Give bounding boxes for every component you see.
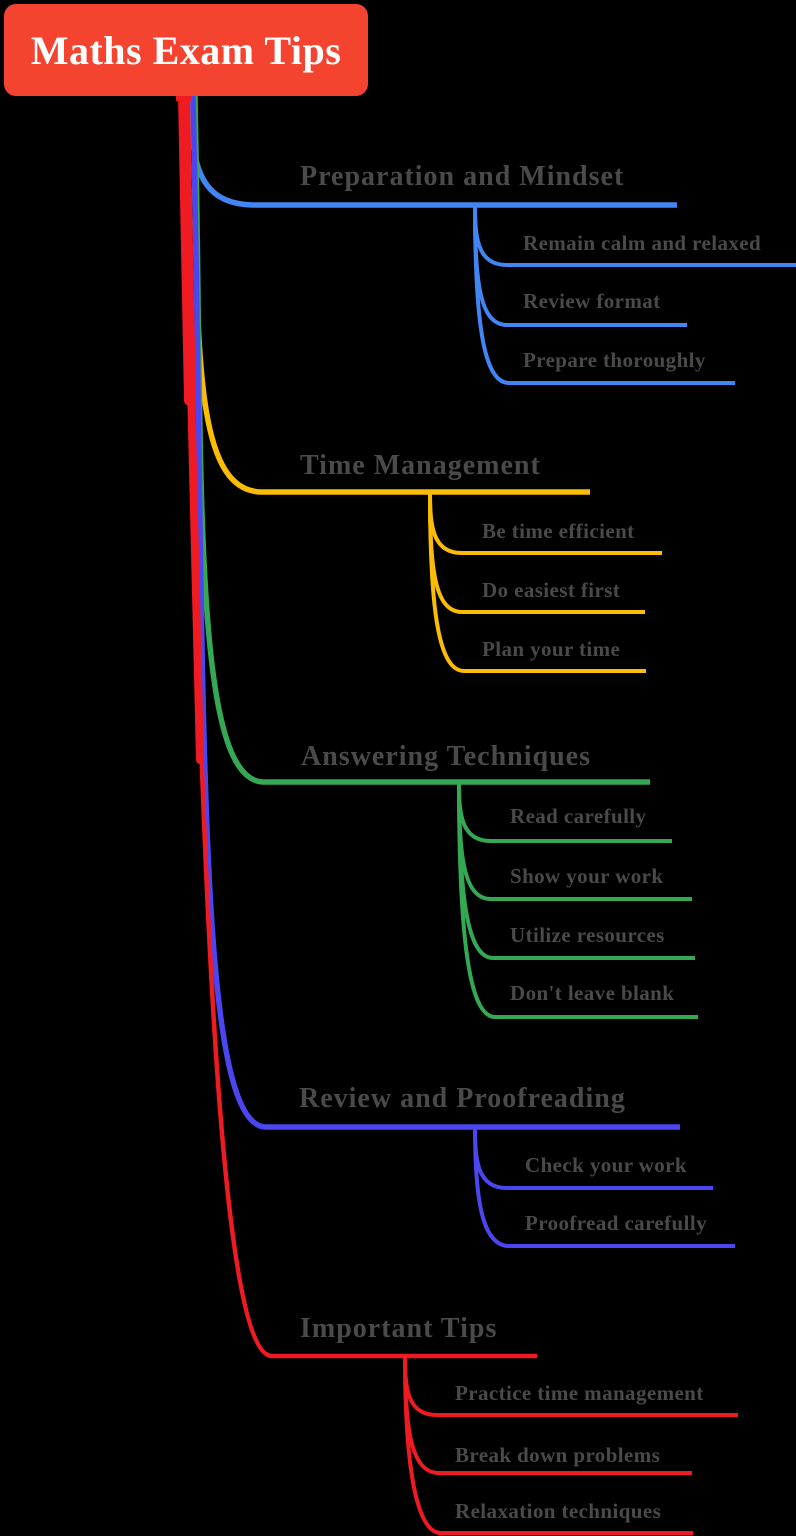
child-label[interactable]: Read carefully <box>510 804 647 828</box>
branch-title-important[interactable]: Important Tips <box>300 1313 497 1344</box>
branch-preparation: Preparation and Mindset Remain calm and … <box>188 95 796 385</box>
branch-important-child-connector <box>403 1355 693 1535</box>
branch-time-child-connector <box>428 491 646 673</box>
trunk-taper-top <box>178 90 196 406</box>
branch-answering-child-connector <box>457 781 698 1019</box>
branch-title-review[interactable]: Review and Proofreading <box>299 1083 626 1114</box>
branch-preparation-child-connector <box>473 204 735 385</box>
child-label[interactable]: Check your work <box>525 1153 687 1177</box>
child-label[interactable]: Proofread carefully <box>525 1211 707 1235</box>
branch-title-answering[interactable]: Answering Techniques <box>301 741 591 772</box>
root-node-label[interactable]: Maths Exam Tips <box>31 28 342 73</box>
child-label[interactable]: Prepare thoroughly <box>523 348 706 372</box>
branch-important: Important Tips Practice time management … <box>176 90 738 1535</box>
child-label[interactable]: Utilize resources <box>510 923 665 947</box>
branch-answering-connector <box>192 95 650 785</box>
child-label[interactable]: Practice time management <box>455 1381 704 1405</box>
branch-important-connector <box>181 95 537 1359</box>
child-label[interactable]: Relaxation techniques <box>455 1499 661 1523</box>
child-label[interactable]: Plan your time <box>482 637 620 661</box>
root-node-box[interactable] <box>4 4 368 96</box>
child-label[interactable]: Remain calm and relaxed <box>523 231 761 255</box>
branch-review-child-connector <box>473 1126 735 1248</box>
branch-title-time[interactable]: Time Management <box>300 450 541 481</box>
child-label[interactable]: Review format <box>523 289 661 313</box>
child-label[interactable]: Be time efficient <box>482 519 635 543</box>
branch-review: Review and Proofreading Check your work … <box>190 95 735 1248</box>
trunk-stub <box>176 92 191 101</box>
branch-review-connector <box>190 95 680 1130</box>
branch-time-management: Time Management Be time efficient Do eas… <box>190 95 662 673</box>
branch-title-preparation[interactable]: Preparation and Mindset <box>300 161 624 192</box>
child-label[interactable]: Break down problems <box>455 1443 660 1467</box>
root-node[interactable]: Maths Exam Tips <box>4 4 368 96</box>
child-label[interactable]: Don't leave blank <box>510 981 674 1005</box>
child-label[interactable]: Show your work <box>510 864 663 888</box>
child-label[interactable]: Do easiest first <box>482 578 620 602</box>
